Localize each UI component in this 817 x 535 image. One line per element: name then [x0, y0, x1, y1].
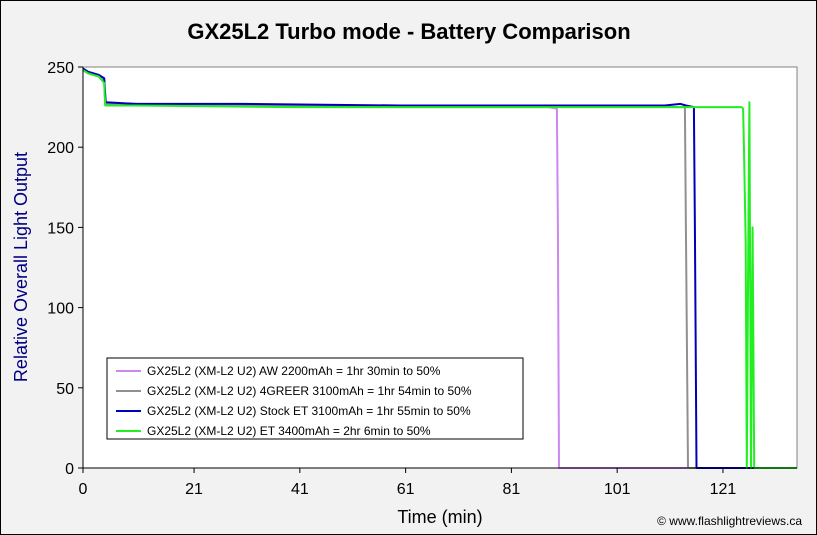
- y-tick-label: 250: [47, 60, 74, 77]
- x-tick-label: 81: [503, 481, 521, 498]
- legend: GX25L2 (XM-L2 U2) AW 2200mAh = 1hr 30min…: [106, 357, 524, 440]
- x-tick-label: 61: [397, 481, 415, 498]
- legend-label-3: GX25L2 (XM-L2 U2) Stock ET 3100mAh = 1hr…: [147, 404, 471, 418]
- legend-box: [106, 357, 524, 440]
- y-tick-label: 200: [47, 140, 74, 157]
- series-line-3: [82, 67, 797, 469]
- y-tick-label: 50: [56, 381, 74, 398]
- x-tick-label: 121: [710, 481, 737, 498]
- chart-title: GX25L2 Turbo mode - Battery Comparison: [187, 19, 630, 44]
- x-tick-label: 0: [79, 481, 88, 498]
- credit-text: © www.flashlightreviews.ca: [657, 514, 802, 528]
- series-layer: [82, 67, 797, 469]
- y-axis-label: Relative Overall Light Output: [11, 152, 31, 382]
- series-line-4: [82, 69, 797, 469]
- x-ticks: 0 21 41 61 81 101 121: [79, 468, 737, 498]
- x-axis-label: Time (min): [397, 507, 482, 527]
- y-tick-label: 150: [47, 220, 74, 237]
- x-tick-label: 101: [604, 481, 631, 498]
- legend-label-1: GX25L2 (XM-L2 U2) AW 2200mAh = 1hr 30min…: [147, 364, 441, 378]
- y-tick-label: 0: [65, 461, 74, 478]
- x-tick-label: 21: [185, 481, 203, 498]
- y-ticks: 0 50 100 150 200 250: [47, 60, 83, 478]
- y-tick-label: 100: [47, 301, 74, 318]
- x-tick-label: 41: [291, 481, 309, 498]
- legend-label-2: GX25L2 (XM-L2 U2) 4GREER 3100mAh = 1hr 5…: [147, 384, 472, 398]
- legend-label-4: GX25L2 (XM-L2 U2) ET 3400mAh = 2hr 6min …: [147, 424, 431, 438]
